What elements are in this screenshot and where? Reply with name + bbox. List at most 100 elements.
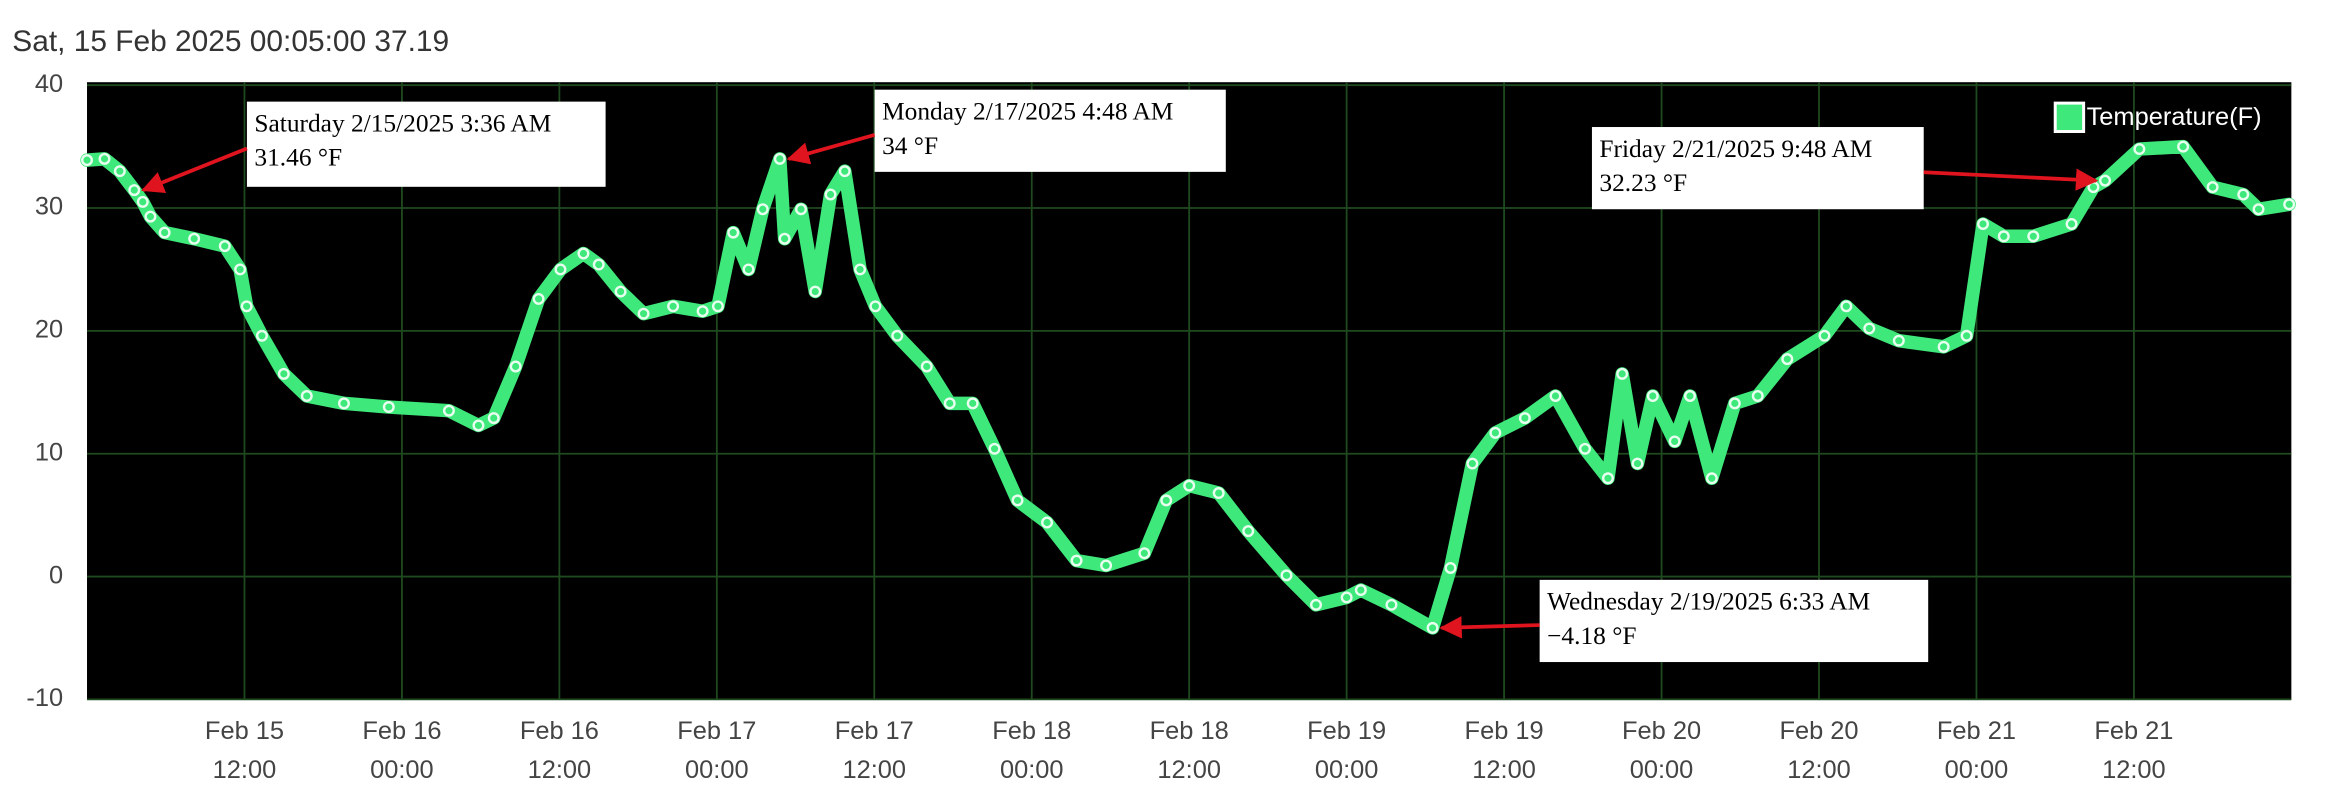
data-point	[255, 329, 268, 342]
data-point	[136, 195, 149, 208]
data-point	[144, 210, 157, 223]
x-tick-label: Feb 19	[1307, 717, 1386, 745]
x-tick-label: Feb 18	[992, 717, 1071, 745]
x-tick-label: 00:00	[685, 756, 749, 784]
annotation-value: 32.23 °F	[1599, 169, 1687, 197]
data-point	[1385, 598, 1398, 611]
data-point	[1340, 591, 1353, 604]
x-tick-label: Feb 16	[362, 717, 441, 745]
x-tick-label: Feb 16	[520, 717, 599, 745]
data-point	[1977, 218, 1989, 230]
data-point	[1280, 569, 1293, 582]
data-point	[1960, 329, 1973, 342]
x-tick-label: 12:00	[528, 756, 592, 784]
x-tick-label: 00:00	[1000, 756, 1064, 784]
data-point	[824, 188, 837, 201]
data-point	[1310, 598, 1323, 611]
chart-title: Sat, 15 Feb 2025 00:05:00 37.19	[12, 25, 449, 58]
data-point	[809, 285, 822, 298]
x-tick-label: Feb 20	[1779, 717, 1858, 745]
x-tick-label: Feb 19	[1465, 717, 1544, 745]
annotation-arrow	[1439, 616, 1540, 639]
data-point	[1781, 353, 1794, 366]
y-tick-label: 40	[35, 70, 63, 98]
y-tick-label: -10	[26, 684, 63, 712]
data-point	[2087, 181, 2100, 194]
data-point	[382, 401, 395, 414]
annotation-text: Friday 2/21/2025 9:48 AM	[1599, 135, 1872, 163]
data-point	[1579, 442, 1591, 455]
data-point	[2133, 143, 2146, 156]
data-point	[614, 285, 627, 298]
data-point	[1705, 472, 1718, 485]
data-point	[277, 367, 290, 380]
x-tick-label: Feb 20	[1622, 717, 1701, 745]
data-point	[554, 263, 567, 276]
legend-label: Temperature(F)	[2087, 103, 2262, 131]
data-point	[240, 300, 253, 313]
data-point	[98, 152, 111, 165]
data-point	[1937, 340, 1950, 353]
data-point	[1751, 390, 1764, 402]
data-point	[742, 263, 755, 276]
data-point	[1601, 472, 1614, 485]
annotation-box	[246, 101, 606, 187]
data-point	[158, 226, 171, 239]
data-point	[1683, 390, 1696, 402]
data-point	[2237, 188, 2250, 201]
y-tick-label: 10	[35, 438, 63, 466]
x-tick-label: Feb 17	[835, 717, 914, 745]
x-tick-label: 12:00	[2102, 756, 2166, 784]
data-point	[1892, 334, 1905, 347]
data-point	[1997, 230, 2010, 243]
data-point	[920, 360, 933, 373]
data-point	[854, 263, 867, 276]
data-point	[472, 419, 485, 432]
data-point	[756, 203, 769, 216]
data-point	[1041, 516, 1054, 529]
data-point	[795, 203, 807, 216]
data-point	[778, 232, 791, 245]
x-tick-label: Feb 21	[2094, 717, 2173, 745]
data-point	[869, 300, 882, 313]
data-point	[1160, 494, 1173, 507]
data-point	[2027, 230, 2040, 243]
y-tick-label: 0	[49, 561, 63, 589]
data-point	[1631, 457, 1644, 470]
x-tick-label: 00:00	[1315, 756, 1379, 784]
annotation-arrow	[1923, 168, 2099, 191]
annotation-box	[874, 89, 1226, 172]
x-tick-label: 12:00	[1157, 756, 1221, 784]
data-point	[667, 300, 680, 313]
annotation-value: 34 °F	[882, 132, 938, 160]
data-point	[487, 412, 500, 425]
data-point	[2206, 181, 2219, 194]
data-point	[2177, 140, 2190, 153]
data-point	[1138, 547, 1151, 560]
data-point	[1183, 479, 1196, 492]
x-tick-label: 00:00	[370, 756, 434, 784]
data-point	[300, 390, 313, 402]
data-point	[1100, 559, 1113, 572]
data-point	[1668, 435, 1681, 448]
annotation-value: −4.18 °F	[1547, 622, 1636, 650]
data-point	[1549, 390, 1562, 402]
data-point	[442, 404, 455, 417]
data-point	[2252, 203, 2265, 216]
data-point	[966, 397, 979, 410]
data-point	[1863, 322, 1876, 335]
legend-swatch	[2053, 101, 2086, 134]
annotation-arrow	[786, 133, 876, 165]
data-point	[592, 258, 605, 271]
series-line	[80, 139, 2296, 635]
x-tick-label: 12:00	[213, 756, 277, 784]
x-tick-label: Feb 21	[1937, 717, 2016, 745]
data-point	[113, 165, 126, 178]
data-point	[943, 397, 956, 410]
x-tick-label: 12:00	[1787, 756, 1851, 784]
annotation-value: 31.46 °F	[254, 144, 342, 172]
data-point	[1070, 554, 1083, 567]
x-tick-label: 12:00	[1472, 756, 1536, 784]
data-point	[577, 247, 590, 260]
